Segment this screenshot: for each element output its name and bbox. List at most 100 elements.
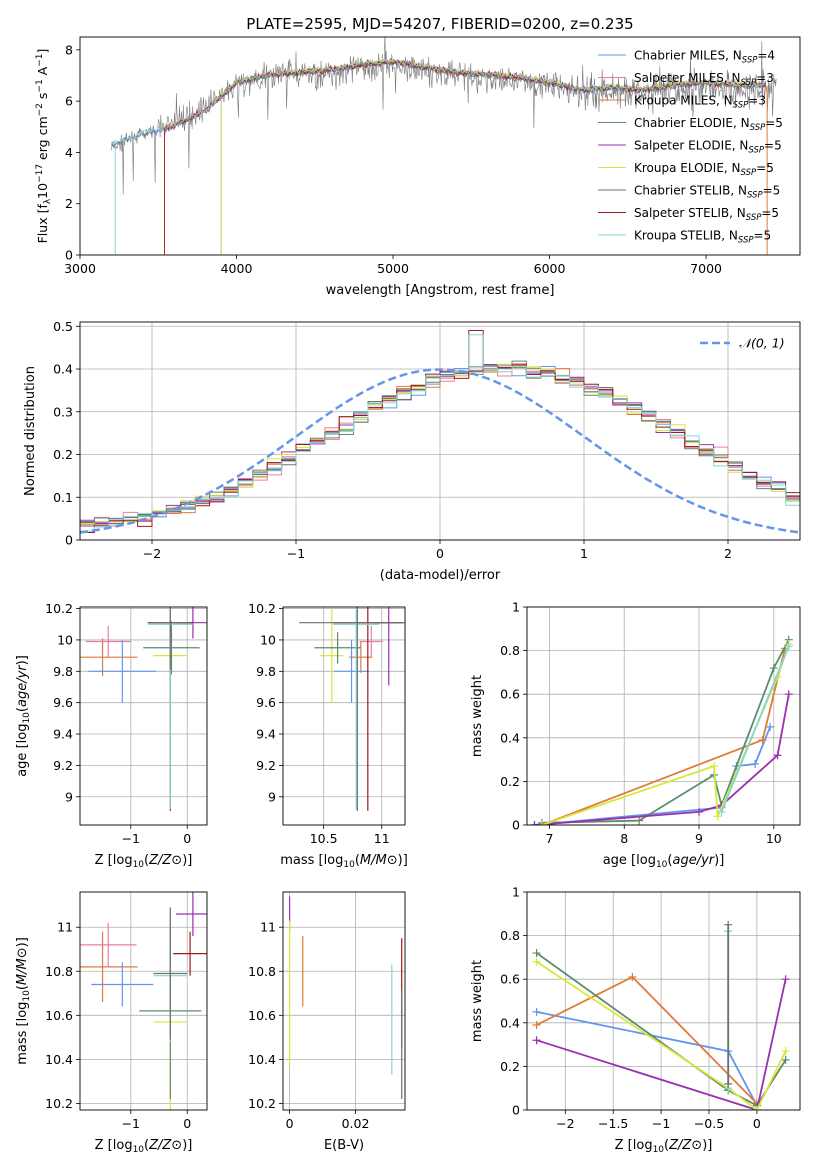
y-tick-label: 0 — [512, 818, 520, 833]
chart-title: PLATE=2595, MJD=54207, FIBERID=0200, z=0… — [246, 15, 633, 33]
y-tick-label: 8 — [65, 42, 73, 57]
x-tick-label: −0.5 — [694, 1116, 724, 1131]
y-tick-label: 10.2 — [45, 601, 73, 616]
y-tick-label: 10.2 — [248, 1096, 276, 1111]
x-tick-label: 0 — [183, 1116, 191, 1131]
y-tick-label: 0.2 — [500, 774, 520, 789]
errorbar-point — [150, 607, 191, 670]
model-spectrum-line — [220, 58, 766, 255]
y-tick-label: 10.4 — [45, 1052, 73, 1067]
residuals-axes: −2 −1 0 1 2 0 0.1 0.2 0.3 0.4 0.5 𝒩(0, 1) (data-mode… — [23, 319, 801, 583]
x-tick-label: 9 — [695, 831, 703, 846]
weight-series — [717, 642, 793, 816]
y-tick-label: 10.2 — [248, 601, 276, 616]
y-axis-label: mass [log10(M/M⊙)] — [15, 937, 32, 1065]
x-tick-label: 0 — [436, 546, 444, 561]
weight-line — [534, 694, 790, 825]
y-tick-label: 0.6 — [500, 687, 520, 702]
x-axis-label: Z [log10(Z/Z⊙)] — [615, 1138, 713, 1155]
x-axis-label: wavelength [Angstrom, rest frame] — [326, 283, 555, 298]
y-tick-label: 10.2 — [45, 1096, 73, 1111]
x-tick-label: 0 — [183, 831, 191, 846]
spectrum-axes: 3000 4000 5000 6000 7000 0 2 4 6 8 Chabrier MILES,… — [35, 36, 801, 298]
x-tick-label: 4000 — [221, 261, 253, 276]
legend-entry: Chabrier STELIB, NSSP=5 — [634, 184, 780, 201]
errorbar-point — [175, 892, 207, 937]
errorbar-point — [334, 639, 369, 703]
errorbar-point — [85, 625, 131, 658]
legend-entry: Kroupa STELIB, NSSP=5 — [634, 229, 771, 246]
y-tick-label: 11 — [57, 920, 73, 935]
x-tick-label: −1.5 — [598, 1116, 628, 1131]
mass-vs-z-plot — [80, 892, 207, 1110]
weight-marker — [713, 812, 722, 821]
spectrum-legend: Chabrier MILES, NSSP=4 Salpeter MILES, NS… — [598, 49, 783, 246]
x-tick-label: −2 — [143, 546, 161, 561]
mass-vs-z-axes: −1 0 10.2 10.4 10.6 10.8 11 Z [log10(Z/Z⊙)] mass… — [15, 891, 208, 1155]
y-tick-label: 10.8 — [248, 964, 276, 979]
weight-marker — [752, 1106, 761, 1110]
legend-entry: Salpeter ELODIE, NSSP=5 — [634, 139, 782, 156]
y-tick-label: 11 — [260, 920, 276, 935]
residual-histogram — [80, 334, 800, 540]
y-tick-label: 0.6 — [500, 972, 520, 987]
model-spectrum-line — [111, 60, 766, 149]
x-axis-label: E(B-V) — [324, 1138, 364, 1153]
y-tick-label: 0.1 — [53, 490, 73, 505]
weight-line — [541, 639, 790, 824]
weight-marker — [537, 821, 546, 825]
y-tick-label: 0 — [65, 248, 73, 263]
errorbar-point — [314, 632, 361, 664]
model-spectrum-line — [111, 58, 766, 145]
weight-marker — [781, 1055, 790, 1064]
x-tick-label: 8 — [620, 831, 628, 846]
errorbar-point — [143, 621, 200, 675]
x-tick-label: 2 — [724, 546, 732, 561]
y-tick-label: 9 — [65, 789, 73, 804]
weight-vs-age-axes: 7 8 9 10 0 0.2 0.4 0.6 0.8 1 age [log10(age/yr)] ma… — [470, 600, 801, 870]
x-tick-label: −1 — [287, 546, 305, 561]
y-tick-label: 10.4 — [248, 1052, 276, 1067]
y-tick-label: 9.4 — [256, 727, 276, 742]
errorbar-point — [173, 931, 207, 976]
y-tick-label: 6 — [65, 94, 73, 109]
y-tick-label: 0.4 — [53, 362, 73, 377]
legend-entry: 𝒩(0, 1) — [739, 336, 785, 351]
x-axis-label: mass [log10(M/M⊙)] — [280, 853, 408, 870]
weight-marker — [784, 642, 793, 651]
axes-frame — [526, 606, 801, 826]
y-tick-label: 9.2 — [53, 758, 73, 773]
residuals-plot — [80, 330, 800, 540]
y-tick-label: 0.3 — [53, 404, 73, 419]
y-tick-label: 9.6 — [53, 695, 73, 710]
y-axis-label: mass weight — [470, 675, 485, 757]
weight-vs-z-plot — [532, 920, 790, 1110]
axes-frame — [526, 891, 801, 1111]
errorbar-point — [80, 931, 138, 1003]
mass-vs-ebv-plot — [288, 896, 403, 1099]
errorbar-point — [80, 638, 138, 677]
weight-marker — [635, 816, 644, 825]
weight-line — [720, 645, 790, 813]
axes-frame — [79, 606, 208, 826]
y-tick-label: 9.8 — [53, 664, 73, 679]
errorbar-point — [153, 907, 188, 1040]
x-axis-label: age [log10(age/yr)] — [603, 853, 725, 870]
x-tick-label: −1 — [122, 1116, 140, 1131]
y-tick-label: 10.6 — [45, 1008, 73, 1023]
y-tick-label: 0.4 — [500, 1015, 520, 1030]
normal-curve — [80, 368, 800, 534]
y-tick-label: 1 — [512, 600, 520, 615]
y-tick-label: 9.2 — [256, 758, 276, 773]
weight-series — [537, 640, 793, 825]
x-axis-label: (data-model)/error — [380, 568, 501, 583]
y-tick-label: 9.4 — [53, 727, 73, 742]
x-tick-label: 7 — [545, 831, 553, 846]
weight-line — [536, 961, 787, 1110]
weight-marker — [532, 1007, 541, 1016]
y-tick-label: 9.8 — [256, 664, 276, 679]
weight-marker — [532, 1036, 541, 1045]
age-vs-z-plot — [80, 607, 207, 811]
x-tick-label: −1 — [122, 831, 140, 846]
weight-marker — [724, 920, 733, 929]
